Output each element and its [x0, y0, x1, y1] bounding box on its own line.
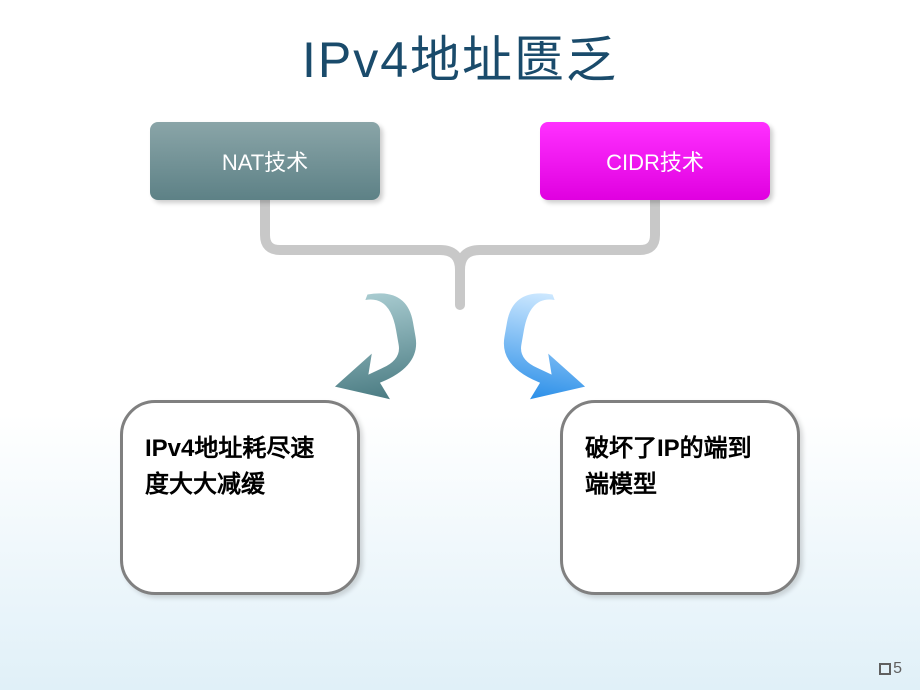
cidr-label: CIDR技术 [606, 145, 704, 177]
slide-footer: 5 [879, 660, 902, 678]
cidr-box: CIDR技术 [540, 122, 770, 200]
tech-boxes-row: NAT技术 CIDR技术 [0, 122, 920, 200]
slide-title: IPv4地址匮乏 [0, 0, 920, 92]
nat-box: NAT技术 [150, 122, 380, 200]
result-boxes-row: IPv4地址耗尽速度大大减缓 破坏了IP的端到端模型 [0, 400, 920, 595]
result-right-text: 破坏了IP的端到端模型 [585, 435, 752, 498]
footer-square-icon [879, 663, 891, 675]
page-number: 5 [893, 660, 902, 678]
result-box-right: 破坏了IP的端到端模型 [560, 400, 800, 595]
nat-label: NAT技术 [222, 145, 308, 177]
result-box-left: IPv4地址耗尽速度大大减缓 [120, 400, 360, 595]
result-left-text: IPv4地址耗尽速度大大减缓 [145, 435, 314, 498]
